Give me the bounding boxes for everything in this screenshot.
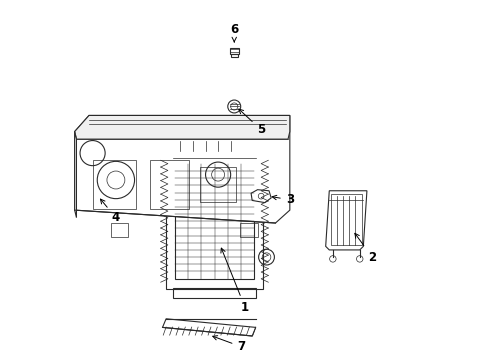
- Polygon shape: [251, 190, 271, 203]
- Polygon shape: [74, 132, 76, 218]
- Text: 3: 3: [272, 193, 294, 206]
- Text: 6: 6: [230, 23, 238, 42]
- Polygon shape: [326, 191, 367, 250]
- Bar: [230, 48, 239, 54]
- Bar: [150, 159, 190, 209]
- Text: 2: 2: [355, 233, 376, 264]
- Polygon shape: [74, 116, 290, 139]
- Bar: [173, 288, 256, 298]
- Polygon shape: [163, 319, 256, 336]
- Text: 5: 5: [239, 109, 265, 136]
- Polygon shape: [166, 153, 263, 289]
- Bar: [240, 223, 258, 237]
- Text: 1: 1: [221, 248, 249, 314]
- Bar: [200, 167, 236, 202]
- Bar: [173, 151, 256, 167]
- Bar: [231, 54, 238, 57]
- Text: 7: 7: [213, 336, 245, 353]
- Polygon shape: [74, 116, 290, 223]
- Text: 4: 4: [100, 199, 120, 224]
- Bar: [111, 223, 128, 237]
- Bar: [93, 159, 136, 209]
- Bar: [331, 194, 362, 244]
- Bar: [175, 164, 254, 279]
